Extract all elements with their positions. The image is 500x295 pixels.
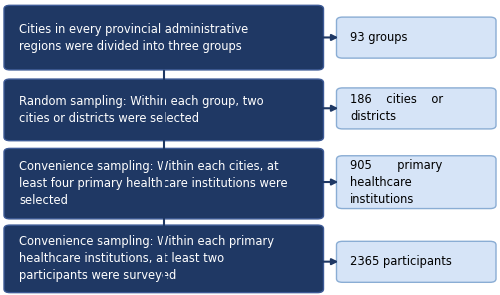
FancyBboxPatch shape (336, 156, 496, 209)
FancyBboxPatch shape (4, 225, 324, 293)
FancyBboxPatch shape (336, 88, 496, 129)
Text: 93 groups: 93 groups (350, 31, 408, 44)
FancyBboxPatch shape (336, 241, 496, 282)
Text: 905       primary
healthcare
institutions: 905 primary healthcare institutions (350, 159, 442, 206)
Text: Cities in every provincial administrative
regions were divided into three groups: Cities in every provincial administrativ… (19, 23, 248, 53)
Text: 186    cities    or
districts: 186 cities or districts (350, 94, 443, 123)
Text: Convenience sampling: Within each primary
healthcare institutions, at least two
: Convenience sampling: Within each primar… (19, 235, 274, 282)
Text: 2365 participants: 2365 participants (350, 255, 452, 268)
FancyBboxPatch shape (4, 148, 324, 219)
FancyBboxPatch shape (4, 5, 324, 70)
Text: Random sampling: Within each group, two
cities or districts were selected: Random sampling: Within each group, two … (19, 95, 264, 125)
Text: Convenience sampling: Within each cities, at
least four primary healthcare insti: Convenience sampling: Within each cities… (19, 160, 287, 207)
FancyBboxPatch shape (4, 79, 324, 141)
FancyBboxPatch shape (336, 17, 496, 58)
